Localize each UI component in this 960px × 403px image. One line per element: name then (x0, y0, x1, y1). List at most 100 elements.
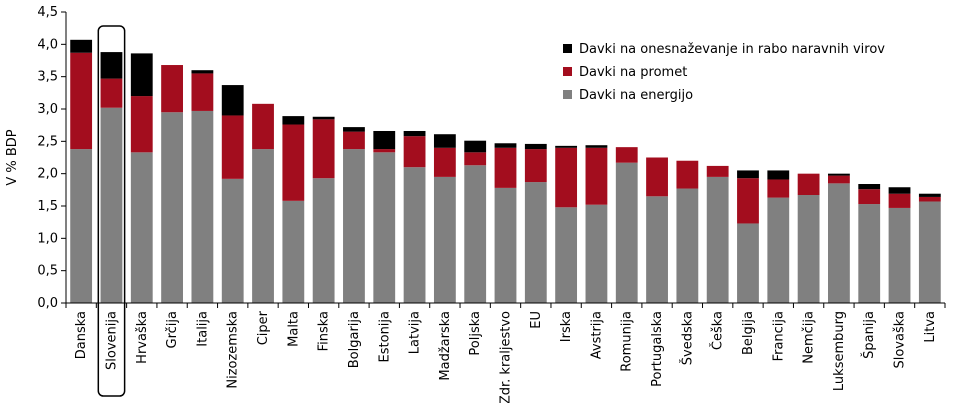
bar-segment (373, 130, 396, 150)
bar-segment (403, 130, 426, 137)
bar-segment (282, 116, 305, 125)
y-tick-label: 0,0 (37, 296, 58, 311)
bar-segment (161, 65, 183, 113)
y-tick-label: 0,5 (37, 264, 58, 279)
bar-segment (858, 204, 881, 303)
y-tick-label: 1,5 (37, 199, 58, 214)
x-axis: Danska Slovenija Hrvaška Grčija Italija Nizoz… (65, 25, 946, 403)
bar-segment (161, 112, 183, 303)
x-tick-label: Ciper (256, 310, 271, 345)
highlight-box (97, 25, 126, 397)
bar-segment (797, 173, 820, 196)
bar-segment (494, 143, 517, 148)
bar-segment (706, 176, 729, 303)
bar-segment (555, 207, 578, 303)
bar-segment (767, 179, 790, 198)
bar-segment (615, 162, 638, 303)
x-tick-label: Švedska (679, 311, 695, 365)
bar-segment (646, 196, 668, 303)
bar-segment (191, 70, 214, 74)
bar-segment (312, 116, 335, 120)
bar-segment (70, 39, 93, 53)
legend-label: Davki na promet (579, 65, 687, 80)
bar-segment (797, 195, 820, 303)
bar-segment (100, 52, 123, 79)
bar-segment (464, 152, 487, 166)
bar-segment (828, 175, 850, 184)
bar-segment (373, 149, 396, 153)
bar-segment (312, 119, 335, 179)
y-tick-label: 3,0 (37, 102, 58, 117)
bar-segment (100, 107, 123, 304)
bar-segment (706, 165, 729, 177)
bar-segment (767, 170, 790, 180)
bar-segment (858, 189, 881, 205)
bar-segment (737, 170, 759, 179)
bar-segment (343, 131, 365, 150)
x-tick-label: Italija (195, 311, 210, 347)
y-tick-label: 2,5 (37, 134, 58, 149)
bar-segment (676, 188, 699, 303)
x-tick-label: EU (529, 311, 544, 329)
bar-segment (221, 85, 244, 116)
x-tick-label: Avstrija (589, 311, 604, 359)
bar-segment (524, 182, 547, 303)
bar-segment (433, 134, 456, 148)
legend-swatch (563, 67, 572, 76)
bar-segment (433, 147, 456, 177)
x-tick-label: Slovaška (893, 311, 908, 369)
x-tick-label: Portugalska (650, 311, 665, 387)
bar-segment (767, 197, 790, 303)
x-tick-label: Nemčija (802, 311, 817, 364)
bar-segment (555, 145, 578, 148)
bar-segment (918, 196, 941, 202)
bar-segment (252, 103, 274, 150)
bar-segment (615, 147, 638, 163)
y-tick-label: 2,0 (37, 167, 58, 182)
x-tick-label: Hrvaška (135, 311, 150, 364)
bar-segment (524, 143, 547, 150)
x-tick-label: Luksemburg (832, 311, 847, 391)
x-tick-label: Madžarska (438, 311, 453, 381)
bar-segment (555, 147, 578, 208)
bar-segment (737, 178, 759, 224)
x-tick-label: Belgija (741, 311, 756, 355)
bar-segment (585, 145, 608, 148)
x-tick-label: Zdr. kraljestvo (499, 311, 514, 403)
bar-segment (252, 149, 274, 303)
bar-segment (373, 152, 396, 303)
x-tick-label: Španija (861, 311, 877, 359)
bar-segment (828, 183, 850, 303)
x-tick-label: Grčija (165, 311, 180, 348)
bar-segment (888, 193, 911, 208)
bar-segment (464, 140, 487, 153)
bar-segment (585, 147, 608, 205)
legend: Davki na onesnaževanje in rabo naravnih … (563, 42, 885, 103)
legend-label: Davki na onesnaževanje in rabo naravnih … (579, 42, 885, 57)
x-tick-label: Slovenija (104, 311, 119, 370)
bar-segment (433, 176, 456, 303)
x-tick-label: Bolgarija (347, 311, 362, 368)
y-tick-label: 4,0 (37, 37, 58, 52)
x-tick-label: Latvija (408, 311, 423, 354)
x-tick-label: Litva (923, 311, 938, 343)
x-tick-label: Malta (286, 311, 301, 347)
bar-segment (403, 167, 426, 303)
x-tick-label: Estonija (377, 311, 392, 362)
bar-segment (828, 173, 850, 176)
x-tick-label: Romunija (620, 311, 635, 372)
bar-segment (100, 78, 123, 108)
bar-segment (130, 152, 153, 303)
x-tick-label: Francija (771, 311, 786, 361)
bar-segment (494, 147, 517, 188)
bar-segment (403, 136, 426, 168)
x-tick-label: Irska (559, 311, 574, 342)
y-axis-title: V % BDP (5, 129, 20, 185)
x-tick-label: Danska (74, 311, 89, 359)
bar-segment (312, 178, 335, 303)
bar-segment (221, 178, 244, 303)
x-tick-label: Finska (317, 311, 332, 351)
bar-segment (70, 52, 93, 150)
legend-swatch (563, 44, 572, 53)
